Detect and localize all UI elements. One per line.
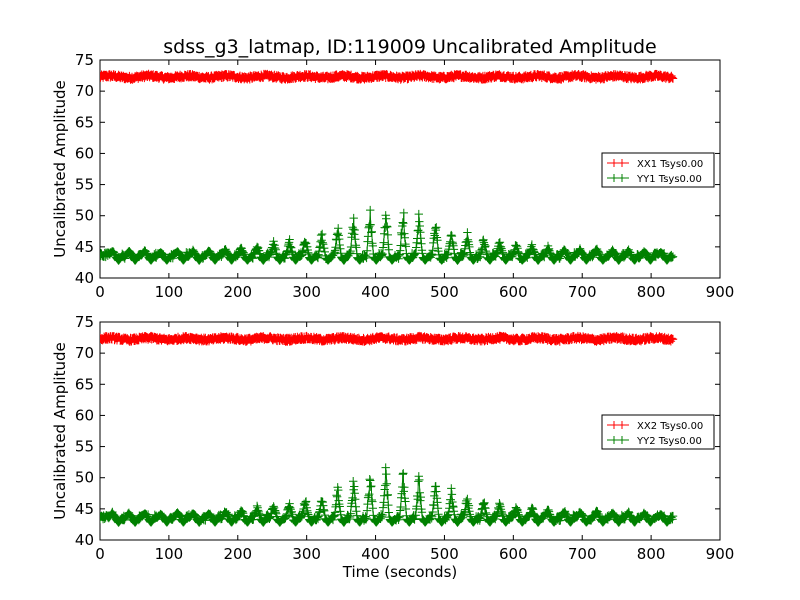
x-tick-label: 600 (499, 545, 528, 563)
series-line (100, 334, 674, 344)
y-tick-label: 40 (75, 269, 94, 287)
subplot-1: 0 100 200 300 400 500 600 700 800 900 40 45 50 55 60 65… (51, 51, 734, 301)
figure-title: sdss_g3_latmap, ID:119009 Uncalibrated A… (163, 36, 657, 58)
y-tick-label: 70 (75, 82, 94, 100)
legend-item: YY1 Tsys0.00 (607, 174, 702, 185)
legend-item: XX1 Tsys0.00 (607, 159, 703, 170)
x-tick-label: 0 (95, 283, 105, 301)
x-tick-label: 100 (155, 283, 184, 301)
x-tick-label: 400 (361, 283, 390, 301)
y-tick-label: 45 (75, 238, 94, 256)
subplots: 0 100 200 300 400 500 600 700 800 900404550556065… (51, 51, 734, 581)
subplot-2: 0 100 200 300 400 500 600 700 800 900 40 45 50 55 60 65… (51, 313, 734, 581)
x-tick-label: 400 (361, 545, 390, 563)
x-tick-label: 900 (706, 545, 735, 563)
x-axis-label: Time (seconds) (342, 563, 458, 581)
x-tick-label: 700 (568, 283, 597, 301)
y-tick-label: 40 (75, 531, 94, 549)
x-tick-label: 700 (568, 545, 597, 563)
y-tick-label: 60 (75, 144, 94, 162)
y-axis-label: Uncalibrated Amplitude (51, 342, 69, 519)
x-tick-label: 600 (499, 283, 528, 301)
series-line (100, 210, 674, 262)
y-tick-label: 75 (75, 51, 94, 69)
y-axis-label: Uncalibrated Amplitude (51, 80, 69, 257)
legend-label: XX1 Tsys0.00 (637, 159, 703, 170)
x-tick-label: 800 (637, 283, 666, 301)
x-tick-label: 100 (155, 545, 184, 563)
x-tick-label: 300 (292, 283, 321, 301)
y-tick-label: 55 (75, 176, 94, 194)
x-tick-label: 0 (95, 545, 105, 563)
legend: XX2 Tsys0.00 YY2 Tsys0.00 (601, 414, 715, 450)
x-tick-label: 800 (637, 545, 666, 563)
legend-item: YY2 Tsys0.00 (607, 436, 702, 447)
series-xx2 (100, 331, 678, 346)
series-line (100, 467, 674, 524)
x-tick-label: 500 (430, 283, 459, 301)
legend: XX1 Tsys0.00 YY1 Tsys0.00 (601, 152, 715, 188)
legend-label: YY2 Tsys0.00 (636, 436, 702, 447)
y-tick-label: 50 (75, 469, 94, 487)
x-tick-label: 900 (706, 283, 735, 301)
y-tick-label: 45 (75, 500, 94, 518)
x-tick-label: 200 (223, 283, 252, 301)
y-tick-label: 65 (75, 113, 94, 131)
legend-label: XX2 Tsys0.00 (637, 421, 703, 432)
legend-label: YY1 Tsys0.00 (636, 174, 702, 185)
x-tick-label: 300 (292, 545, 321, 563)
legend-item: XX2 Tsys0.00 (607, 421, 703, 432)
y-tick-label: 70 (75, 344, 94, 362)
y-tick-label: 60 (75, 406, 94, 424)
y-tick-label: 50 (75, 207, 94, 225)
x-tick-label: 500 (430, 545, 459, 563)
y-tick-label: 65 (75, 375, 94, 393)
y-tick-label: 55 (75, 438, 94, 456)
series-line (100, 72, 674, 82)
series-xx1 (100, 69, 678, 84)
x-tick-label: 200 (223, 545, 252, 563)
y-tick-label: 75 (75, 313, 94, 331)
series-yy1 (100, 205, 678, 265)
series-yy2 (100, 463, 678, 527)
